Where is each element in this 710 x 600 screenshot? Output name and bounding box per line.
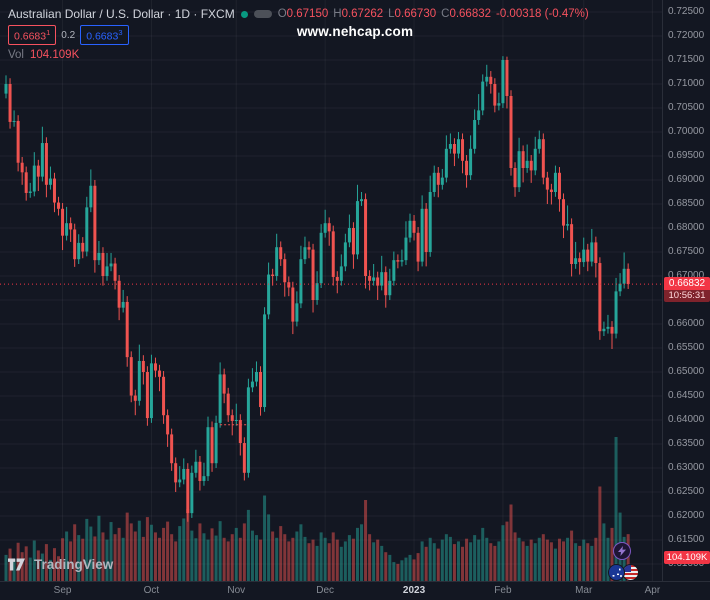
tradingview-logo-icon — [8, 558, 25, 571]
time-axis-label: Dec — [316, 585, 335, 596]
time-axis[interactable]: Sep Oct Nov Dec 2023 Feb Mar Apr — [0, 581, 710, 600]
sell-bid-button[interactable]: 0.66831 — [8, 25, 57, 45]
chart-pane[interactable] — [0, 0, 662, 581]
legend-toggle-pill[interactable] — [253, 10, 272, 18]
last-price-badge: 0.66832 10:56:31 — [664, 277, 710, 303]
price-axis-label: 0.70000 — [668, 126, 705, 137]
time-axis-label: Sep — [53, 585, 72, 596]
price-axis-label: 0.67500 — [668, 246, 705, 257]
watermark-text: www.nehcap.com — [296, 24, 414, 39]
time-axis-label: Apr — [644, 585, 661, 596]
currency-pair-flags[interactable] — [608, 563, 642, 581]
volume-axis-badge: 104.109K — [664, 551, 710, 564]
spread-value: 0.2 — [61, 29, 76, 41]
time-axis-label: Nov — [227, 585, 246, 596]
price-axis-label: 0.68500 — [668, 198, 705, 209]
bar-countdown: 10:56:31 — [664, 290, 710, 303]
price-axis-label: 0.72000 — [668, 30, 705, 41]
price-axis-label: 0.68000 — [668, 222, 705, 233]
buy-ask-button[interactable]: 0.66833 — [80, 25, 129, 45]
symbol-title[interactable]: Australian Dollar / U.S. Dollar · 1D · F… — [8, 7, 235, 21]
price-axis-label: 0.64000 — [668, 414, 705, 425]
price-axis-label: 0.63000 — [668, 462, 705, 473]
price-axis-label: 0.67000 — [668, 270, 705, 281]
price-axis-label: 0.65000 — [668, 366, 705, 377]
market-open-dot-icon — [240, 10, 248, 18]
price-axis-label: 0.64500 — [668, 390, 705, 401]
ohlc-values: O0.67150 H0.67262 L0.66730 C0.66832 -0.0… — [277, 8, 589, 20]
lightning-alert-icon[interactable] — [613, 542, 631, 560]
candlestick-chart[interactable] — [0, 0, 662, 581]
time-axis-label: Feb — [494, 585, 512, 596]
change-value: -0.00318 (-0.47%) — [496, 8, 589, 20]
price-axis-label: 0.69500 — [668, 150, 705, 161]
price-axis-label: 0.72500 — [668, 6, 705, 17]
time-axis-label: Oct — [143, 585, 160, 596]
volume-study-legend[interactable]: Vol 104.109K — [8, 49, 80, 61]
time-axis-label: Mar — [575, 585, 593, 596]
price-axis-label: 0.65500 — [668, 342, 705, 353]
price-axis-label: 0.69000 — [668, 174, 705, 185]
tradingview-logo[interactable]: TradingView — [8, 557, 113, 572]
aud-flag-icon — [608, 564, 625, 581]
price-axis-label: 0.70500 — [668, 102, 705, 113]
price-axis[interactable]: 0.66832 10:56:31 104.109K 0.72500 0.72000… — [662, 0, 710, 581]
price-axis-label: 0.62000 — [668, 510, 705, 521]
last-price-value: 0.66832 — [664, 277, 710, 291]
chart-legend: Australian Dollar / U.S. Dollar · 1D · F… — [8, 6, 589, 61]
lightning-bolt-icon — [618, 546, 626, 556]
time-axis-label: 2023 — [402, 585, 426, 596]
tradingview-brand-text: TradingView — [34, 557, 114, 572]
price-axis-label: 0.71500 — [668, 54, 705, 65]
price-axis-label: 0.66000 — [668, 318, 705, 329]
price-axis-label: 0.63500 — [668, 438, 705, 449]
price-axis-label: 0.61500 — [668, 534, 705, 545]
price-axis-label: 0.71000 — [668, 78, 705, 89]
price-axis-label: 0.62500 — [668, 486, 705, 497]
